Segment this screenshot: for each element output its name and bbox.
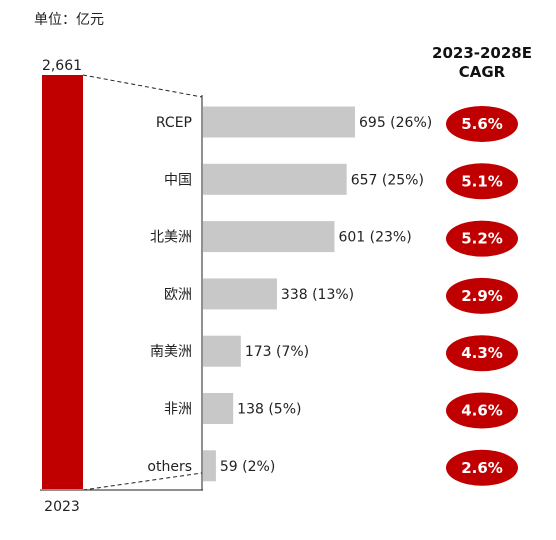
bar-cat-3 xyxy=(203,278,277,310)
cagr-label-cat-1: 5.1% xyxy=(461,172,503,190)
cagr-label-cat-2: 5.2% xyxy=(461,230,503,248)
bar-cat-1 xyxy=(203,163,347,195)
data-label-cat-2: 601 (23%) xyxy=(338,230,411,246)
unit-label: 单位：亿元 xyxy=(34,12,104,28)
category-label-cat-2: 北美洲 xyxy=(150,230,192,246)
bar-cat-0 xyxy=(203,106,355,138)
data-label-cat-5: 138 (5%) xyxy=(237,402,301,418)
cagr-header-line2: CAGR xyxy=(459,63,506,81)
category-label-cat-4: 南美洲 xyxy=(150,344,192,360)
data-label-cat-4: 173 (7%) xyxy=(245,344,309,360)
category-label-cat-6: others xyxy=(147,459,192,475)
cagr-badge-cat-2 xyxy=(446,220,518,257)
cagr-badge-cat-0 xyxy=(446,106,518,142)
cagr-badge-cat-6 xyxy=(446,449,518,486)
cagr-label-cat-4: 4.3% xyxy=(461,344,503,362)
total-bar xyxy=(42,75,83,489)
cagr-badge-cat-5 xyxy=(446,392,518,429)
category-label-cat-3: 欧洲 xyxy=(164,287,192,303)
data-label-cat-0: 695 (26%) xyxy=(359,115,432,131)
category-label-cat-0: RCEP xyxy=(156,115,192,131)
cagr-badge-cat-4 xyxy=(446,335,518,372)
category-label-cat-5: 非洲 xyxy=(164,402,192,418)
cagr-header-line1: 2023-2028E xyxy=(432,44,532,62)
cagr-label-cat-0: 5.6% xyxy=(461,115,503,133)
data-label-cat-3: 338 (13%) xyxy=(281,287,354,303)
category-label-cat-1: 中国 xyxy=(164,172,192,188)
data-label-cat-6: 59 (2%) xyxy=(220,459,275,475)
bar-cat-2 xyxy=(203,221,335,253)
data-label-cat-1: 657 (25%) xyxy=(351,172,424,188)
bar-cat-4 xyxy=(203,335,241,367)
cagr-label-cat-6: 2.6% xyxy=(461,459,503,477)
bar-cat-6 xyxy=(203,450,216,482)
cagr-label-cat-5: 4.6% xyxy=(461,402,503,420)
cagr-badge-cat-3 xyxy=(446,277,518,314)
bar-cat-5 xyxy=(203,393,234,424)
total-value-label: 2,661 xyxy=(42,58,82,74)
connector-top xyxy=(82,74,203,98)
connector-bottom xyxy=(82,472,203,491)
total-year-label: 2023 xyxy=(44,499,80,515)
cagr-badge-cat-1 xyxy=(446,163,518,200)
cagr-label-cat-3: 2.9% xyxy=(461,287,503,305)
